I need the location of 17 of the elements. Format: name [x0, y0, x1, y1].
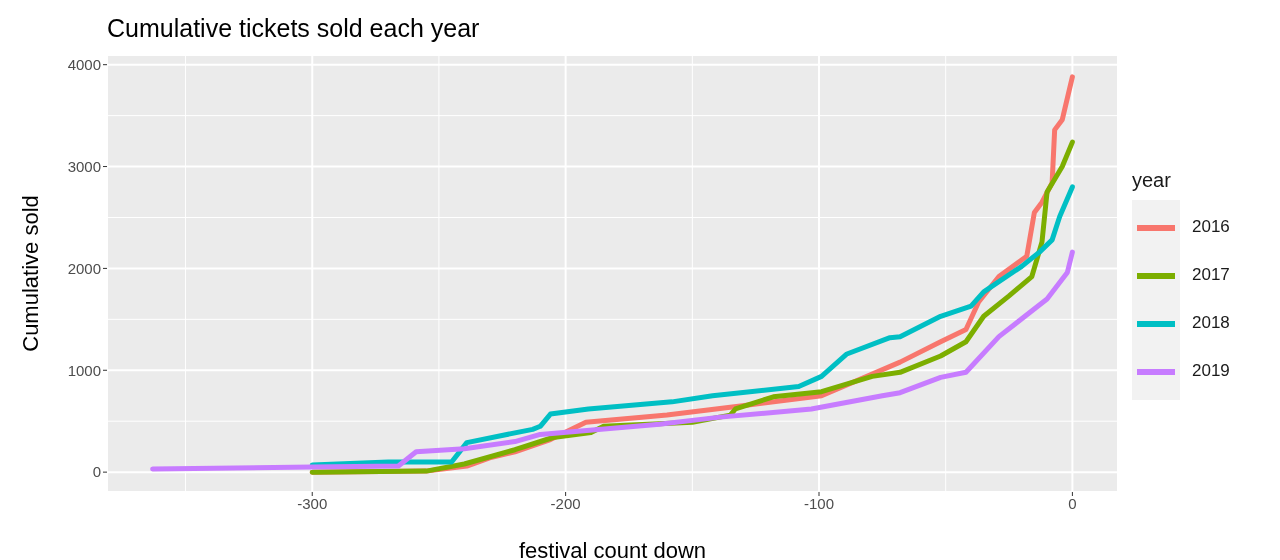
x-tick-label: 0 — [1068, 494, 1077, 512]
y-tick-label: 0 — [92, 463, 101, 481]
x-axis-title: festival count down — [518, 538, 707, 560]
y-tick-label: 3000 — [67, 157, 101, 175]
chart-title: Cumulative tickets sold each year — [107, 14, 480, 43]
legend-label: 2017 — [1192, 264, 1230, 285]
y-axis-title: Cumulative sold — [17, 195, 43, 352]
y-tick-label: 1000 — [67, 361, 101, 379]
legend-title: year — [1132, 168, 1172, 192]
legend-label: 2019 — [1192, 360, 1230, 381]
x-tick-label: -100 — [803, 494, 835, 512]
y-tick-label: 4000 — [67, 56, 101, 73]
x-tick-label: -200 — [550, 494, 581, 512]
x-tick-label: -300 — [297, 494, 328, 512]
y-tick-label: 2000 — [67, 259, 101, 277]
legend-label: 2016 — [1192, 216, 1230, 237]
legend-label: 2018 — [1192, 312, 1230, 333]
